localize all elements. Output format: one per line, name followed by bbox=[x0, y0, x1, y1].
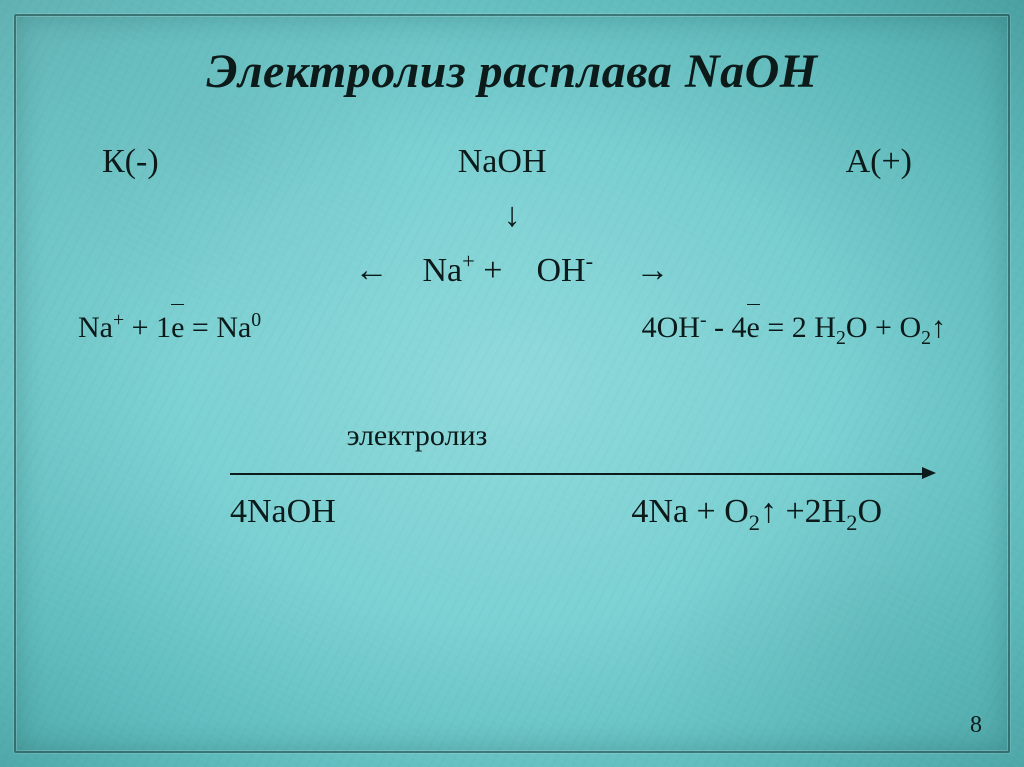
page-number: 8 bbox=[970, 712, 982, 739]
arrow-left-icon: ← bbox=[354, 252, 388, 289]
overall-left: 4NaOH bbox=[230, 485, 336, 539]
anode-eq: = 2 H bbox=[760, 311, 836, 344]
overall-right: 4Na + O2↑ +2H2O bbox=[631, 485, 882, 539]
anode-label: А(+) bbox=[846, 135, 912, 189]
na0-base: Na bbox=[216, 311, 251, 344]
na-charge: + bbox=[462, 249, 475, 274]
anode-half-reaction: 4OH- - 4е = 2 H2O + O2↑ bbox=[642, 304, 946, 351]
anode-minus: - 4 bbox=[707, 311, 747, 344]
h2o-sub: 2 bbox=[836, 327, 846, 349]
electron-symbol: е bbox=[747, 304, 760, 351]
slide-content: Электролиз расплава NaOH К(-) NaOH А(+) … bbox=[0, 0, 1024, 767]
cathode-label: К(-) bbox=[102, 135, 159, 189]
electron-symbol: е bbox=[171, 304, 184, 351]
overall-o2-sub: 2 bbox=[749, 510, 760, 535]
electrolysis-label: электролиз bbox=[60, 412, 964, 459]
overall-4na-o: 4Na + O bbox=[631, 493, 748, 530]
slide-body: К(-) NaOH А(+) ↓ ← Na+ + OH- → bbox=[60, 135, 964, 539]
arrow-right-icon: → bbox=[636, 252, 670, 289]
plus-sign: + bbox=[483, 252, 511, 289]
overall-o: O bbox=[857, 493, 882, 530]
oh-base: OH bbox=[536, 252, 585, 289]
na-base: Na bbox=[422, 252, 462, 289]
four-oh-sup: - bbox=[700, 309, 707, 331]
oh-charge: - bbox=[586, 249, 593, 274]
arrow-down-icon: ↓ bbox=[504, 197, 521, 234]
reaction-arrow-head-icon bbox=[922, 467, 936, 479]
ion-na: Na+ bbox=[422, 252, 483, 289]
slide-title: Электролиз расплава NaOH bbox=[60, 44, 964, 99]
reaction-arrow-shaft bbox=[230, 473, 926, 475]
arrow-up-icon: ↑ bbox=[931, 311, 946, 344]
cathode-half-reaction: Na+ + 1е = Na0 bbox=[78, 304, 261, 351]
o2-sub: 2 bbox=[921, 327, 931, 349]
reaction-arrow bbox=[230, 461, 934, 491]
compound-label: NaOH bbox=[458, 135, 547, 189]
na0-sup: 0 bbox=[251, 309, 261, 331]
electrodes-header-row: К(-) NaOH А(+) bbox=[60, 135, 964, 189]
overall-reaction-row: 4NaOH 4Na + O2↑ +2H2O bbox=[60, 485, 964, 539]
overall-up-plus-2h: ↑ +2H bbox=[760, 493, 846, 530]
cathode-plus: + 1 bbox=[124, 311, 171, 344]
arrow-down-row: ↓ bbox=[60, 189, 964, 243]
half-reactions-row: Na+ + 1е = Na0 4OH- - 4е = 2 H2O + O2↑ bbox=[60, 304, 964, 351]
four-oh-base: 4OH bbox=[642, 311, 700, 344]
slide: Электролиз расплава NaOH К(-) NaOH А(+) … bbox=[0, 0, 1024, 767]
ion-oh: OH- bbox=[536, 252, 601, 289]
na-plus-base: Na bbox=[78, 311, 113, 344]
na-plus-sup: + bbox=[113, 309, 124, 331]
overall-h2o-sub: 2 bbox=[846, 510, 857, 535]
anode-o-plus: O + O bbox=[846, 311, 921, 344]
dissociation-row: ← Na+ + OH- → bbox=[60, 244, 964, 298]
cathode-eq: = bbox=[184, 311, 216, 344]
